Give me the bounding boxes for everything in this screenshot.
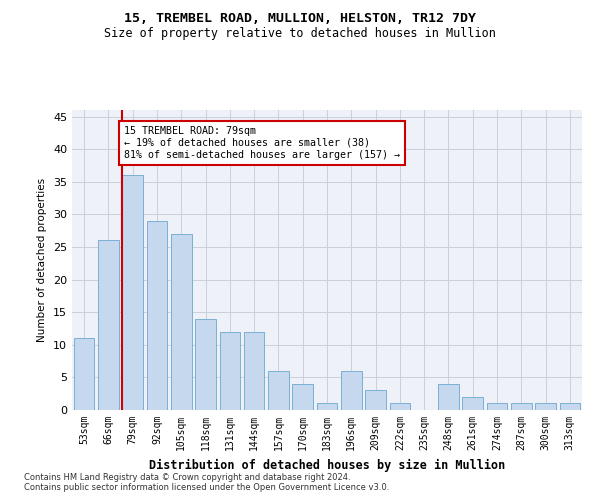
Bar <box>365 390 386 410</box>
Text: Size of property relative to detached houses in Mullion: Size of property relative to detached ho… <box>104 28 496 40</box>
Bar <box>511 404 532 410</box>
Bar <box>220 332 240 410</box>
Bar <box>74 338 94 410</box>
Bar <box>560 404 580 410</box>
Bar <box>317 404 337 410</box>
Bar <box>146 221 167 410</box>
Bar <box>341 371 362 410</box>
Bar <box>244 332 265 410</box>
Text: 15 TREMBEL ROAD: 79sqm
← 19% of detached houses are smaller (38)
81% of semi-det: 15 TREMBEL ROAD: 79sqm ← 19% of detached… <box>124 126 400 160</box>
Y-axis label: Number of detached properties: Number of detached properties <box>37 178 47 342</box>
Bar <box>487 404 508 410</box>
X-axis label: Distribution of detached houses by size in Mullion: Distribution of detached houses by size … <box>149 458 505 471</box>
Bar <box>535 404 556 410</box>
Text: Contains HM Land Registry data © Crown copyright and database right 2024.: Contains HM Land Registry data © Crown c… <box>24 474 350 482</box>
Bar <box>195 318 216 410</box>
Bar <box>171 234 191 410</box>
Bar <box>98 240 119 410</box>
Bar <box>292 384 313 410</box>
Bar <box>463 397 483 410</box>
Bar <box>438 384 459 410</box>
Text: Contains public sector information licensed under the Open Government Licence v3: Contains public sector information licen… <box>24 484 389 492</box>
Text: 15, TREMBEL ROAD, MULLION, HELSTON, TR12 7DY: 15, TREMBEL ROAD, MULLION, HELSTON, TR12… <box>124 12 476 26</box>
Bar <box>268 371 289 410</box>
Bar <box>389 404 410 410</box>
Bar <box>122 175 143 410</box>
